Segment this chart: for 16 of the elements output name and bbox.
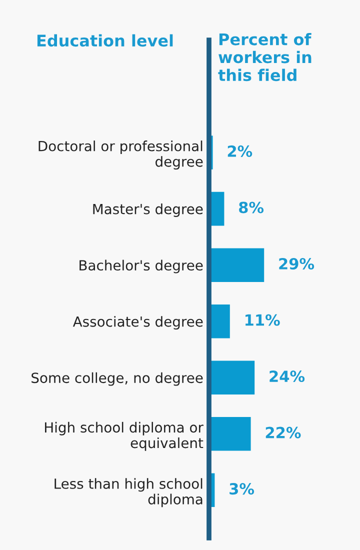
y-tick-label: Some college, no degree	[32, 372, 203, 386]
data-label: 22%	[266, 426, 301, 438]
data-label: 29%	[279, 258, 314, 270]
data-label: 2%	[228, 145, 252, 157]
data-label: 3%	[230, 483, 254, 495]
y-tick-label: Associate's degree	[72, 316, 203, 330]
y-tick-label: Less than high school diploma	[54, 478, 202, 508]
x-axis-title: Percent of workers in this field	[218, 33, 312, 82]
y-tick-label: Bachelor's degree	[80, 260, 203, 274]
data-label: 24%	[270, 370, 305, 382]
y-tick-label: Master's degree	[93, 204, 203, 217]
data-label: 8%	[239, 202, 264, 214]
data-label: 11%	[246, 314, 280, 326]
y-tick-label: Doctoral or professional degree	[38, 140, 203, 170]
y-axis-title: Education level	[37, 34, 173, 47]
y-tick-label: High school diploma or equivalent	[45, 422, 204, 451]
